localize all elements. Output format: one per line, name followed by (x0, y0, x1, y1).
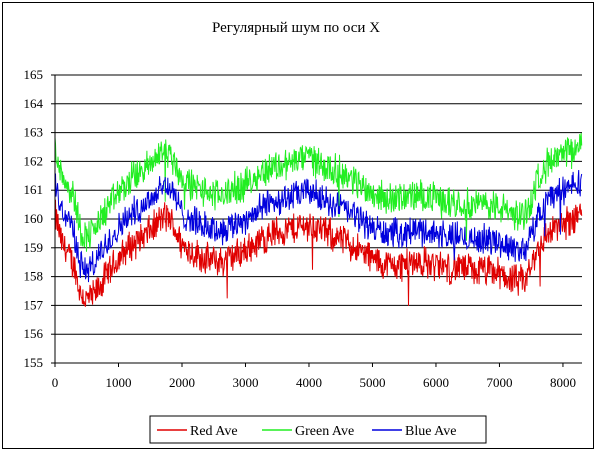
y-tick-label-163: 163 (24, 125, 44, 140)
x-tick-label-8000: 8000 (550, 375, 576, 390)
x-tick-label-0: 0 (52, 375, 59, 390)
y-tick-label-157: 157 (24, 297, 44, 312)
y-tick-label-159: 159 (24, 240, 44, 255)
legend: Red Ave Green Ave Blue Ave (149, 415, 487, 444)
y-tick-label-158: 158 (24, 269, 44, 284)
y-tick-label-156: 156 (24, 326, 44, 341)
x-tick-label-7000: 7000 (486, 375, 512, 390)
series-line-1 (54, 132, 583, 252)
y-tick-label-155: 155 (24, 355, 44, 370)
y-tick-label-162: 162 (24, 153, 44, 168)
axes (51, 74, 582, 367)
y-tick-label-165: 165 (24, 67, 44, 82)
series-layer (54, 132, 583, 307)
legend-label-2: Blue Ave (405, 424, 456, 439)
series-line-2 (54, 169, 583, 283)
grid (55, 74, 582, 364)
legend-label-1: Green Ave (295, 424, 354, 439)
chart-title: Регулярный шум по оси X (212, 20, 380, 36)
tick-labels: 155 156 157 158 159 160 161 162 163 164 165 0 1000 20… (24, 67, 576, 390)
x-tick-label-6000: 6000 (423, 375, 449, 390)
x-tick-label-4000: 4000 (296, 375, 322, 390)
x-tick-label-2000: 2000 (169, 375, 195, 390)
y-tick-label-161: 161 (24, 182, 44, 197)
series-line-0 (54, 199, 583, 307)
legend-box (149, 415, 487, 444)
y-tick-label-164: 164 (24, 96, 44, 111)
x-tick-label-1000: 1000 (105, 375, 131, 390)
y-tick-label-160: 160 (24, 211, 44, 226)
x-tick-label-3000: 3000 (232, 375, 258, 390)
legend-label-0: Red Ave (190, 424, 238, 439)
x-tick-label-5000: 5000 (359, 375, 385, 390)
